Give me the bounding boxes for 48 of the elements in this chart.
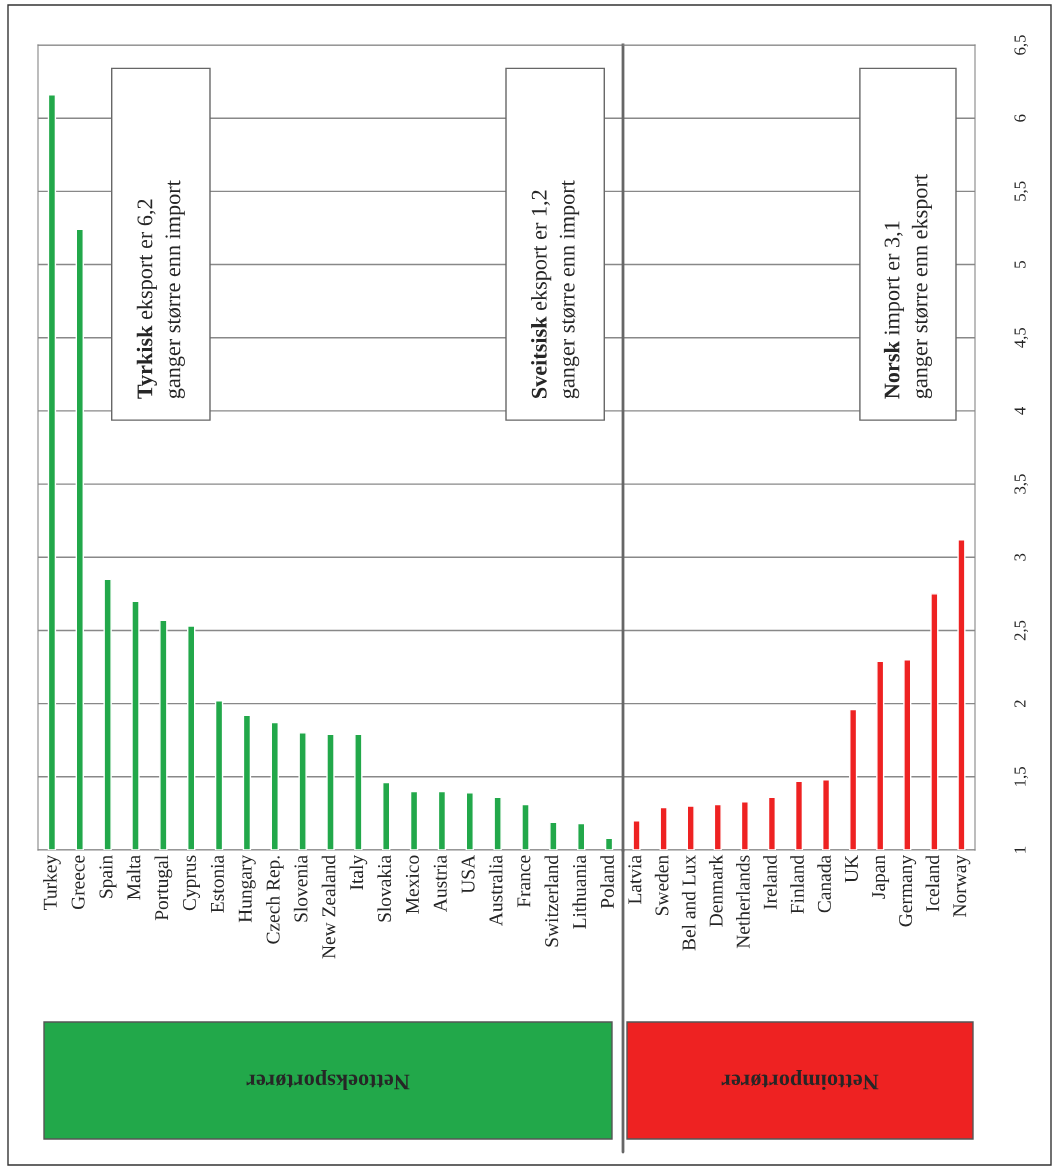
y-tick-label: 1,5 — [1014, 767, 1029, 786]
x-tick-label: New Zealand — [321, 855, 336, 959]
y-tick-label: 6 — [1014, 114, 1026, 122]
x-tick-label: Germany — [899, 854, 917, 927]
x-tick-label: Greece — [71, 855, 85, 910]
x-tick-label: Hungary — [238, 854, 256, 923]
x-tick-label: Denmark — [708, 854, 723, 927]
x-tick-label: Italy — [349, 854, 368, 890]
x-tick-label: Portugal — [154, 855, 173, 921]
x-tick-label: Czech Rep. — [265, 856, 284, 944]
x-tick-label: Canada — [817, 855, 831, 913]
x-tick-label: Finland — [790, 855, 804, 914]
x-tick-label: Austria — [433, 855, 447, 912]
x-tick-label: USA — [461, 855, 475, 894]
y-tick-label: 2,5 — [1014, 620, 1029, 641]
x-tick-label: Turkey — [43, 854, 61, 910]
x-tick-label: Australia — [488, 855, 503, 926]
y-tick-label: 5,5 — [1014, 181, 1029, 201]
x-tick-label: Ireland — [763, 855, 777, 910]
x-tick-label: Mexico — [405, 855, 419, 914]
x-tick-label: Slovenia — [293, 855, 308, 922]
x-tick-label: Netherlands — [736, 855, 750, 949]
x-tick-label: Poland — [600, 855, 614, 909]
x-tick-label: Latvia — [628, 855, 642, 904]
x-tick-label: Cyprus — [182, 855, 201, 911]
y-tick-label: 4 — [1014, 407, 1026, 415]
x-tick-label: Malta — [126, 855, 141, 900]
y-tick-label: 3,5 — [1014, 474, 1029, 494]
x-tick-label: UK — [845, 855, 859, 883]
y-tick-label: 6,5 — [1014, 35, 1029, 55]
x-tick-label: Switzerland — [544, 855, 559, 947]
y-tick-label: 3 — [1014, 553, 1026, 561]
y-tick-label: 2 — [1014, 700, 1026, 708]
y-tick-label: 1 — [1014, 846, 1026, 853]
x-tick-label: Iceland — [925, 855, 940, 912]
x-tick-label: Japan — [872, 855, 890, 899]
x-tick-label: Estonia — [210, 855, 224, 913]
x-tick-label: Lithuania — [572, 855, 587, 929]
x-tick-label: Slovakia — [377, 855, 392, 922]
y-tick-label: 4,5 — [1014, 327, 1029, 348]
x-tick-label: Norway — [953, 854, 971, 917]
text: Nettoeksportører — [246, 1069, 410, 1091]
x-tick-label: Sweden — [654, 855, 669, 916]
x-tick-label: France — [517, 855, 531, 908]
x-tick-label: Spain — [99, 855, 117, 898]
x-tick-label: Bel and Lux — [681, 855, 696, 951]
y-tick-label: 5 — [1014, 261, 1026, 268]
text: Nettoimportører — [721, 1069, 879, 1091]
